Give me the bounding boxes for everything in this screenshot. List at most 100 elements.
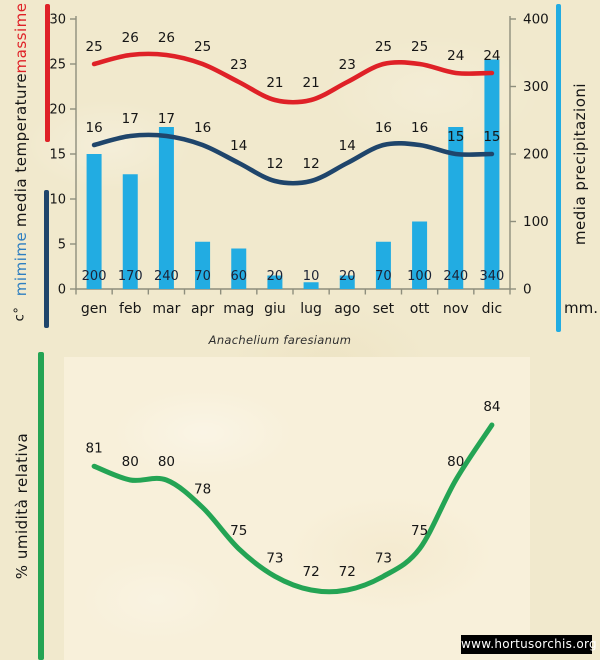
precipitation-color-key-line — [556, 4, 561, 332]
massime-color-key-line — [45, 4, 50, 142]
precipitation-bar — [231, 248, 247, 289]
month-label: feb — [119, 301, 142, 317]
precipitation-value-label: 170 — [118, 269, 143, 284]
mimime-value-label: 16 — [85, 120, 102, 136]
humidity-value-label: 80 — [447, 454, 464, 470]
month-labels: gen feb mar apr mag giu lug ago set ott nov dic — [81, 301, 502, 317]
precipitation-value-label: 70 — [194, 269, 211, 284]
precipitation-bar — [412, 221, 428, 289]
mimime-value-label: 15 — [483, 129, 500, 145]
humidity-value-label: 81 — [85, 440, 102, 456]
precipitation-value-label: 240 — [154, 269, 179, 284]
month-label: mag — [223, 301, 254, 317]
precipitation-bar — [375, 241, 391, 289]
left-axis-ticks: 0 5 10 15 20 25 30 — [49, 13, 76, 298]
precipitation-value-label: 20 — [267, 269, 284, 284]
humidity-value-label: 72 — [339, 564, 356, 580]
humidity-value-label: 75 — [230, 523, 247, 539]
mimime-value-label: 14 — [339, 138, 356, 154]
month-label: lug — [300, 301, 322, 317]
left-axis-tick-label: 20 — [49, 103, 66, 118]
right-axis-ticks: 0 100 200 300 400 — [510, 12, 549, 298]
massime-value-label: 25 — [375, 39, 392, 55]
left-axis-tick-label: 10 — [49, 193, 66, 208]
right-axis-tick-label: 200 — [523, 147, 549, 163]
data-labels: 25 26 26 25 23 21 21 23 25 25 24 24 16 17 17 16 14 12 12 14… — [82, 30, 505, 284]
mimime-value-label: 14 — [230, 138, 247, 154]
humidity-value-label: 78 — [194, 482, 211, 498]
massime-value-label: 24 — [483, 48, 500, 64]
massime-value-label: 25 — [85, 39, 102, 55]
left-axis-tick-label: 30 — [49, 13, 66, 28]
humidity-value-label: 73 — [375, 550, 392, 566]
precipitation-bar — [484, 59, 500, 289]
precipitation-value-label: 70 — [375, 269, 392, 284]
left-axis-tick-label: 15 — [49, 148, 66, 163]
massime-value-label: 26 — [122, 30, 139, 46]
mimime-value-label: 16 — [375, 120, 392, 136]
humidity-value-label: 75 — [411, 523, 428, 539]
precipitation-value-label: 240 — [443, 269, 468, 284]
massime-value-label: 23 — [230, 57, 247, 73]
massime-value-label: 25 — [194, 39, 211, 55]
massime-value-label: 21 — [266, 75, 283, 91]
precipitation-bar — [267, 275, 283, 289]
humidity-value-label: 73 — [266, 550, 283, 566]
left-axis-tick-label: 5 — [58, 238, 66, 253]
watermark: www.hortusorchis.org — [461, 635, 597, 654]
precipitation-bar — [86, 154, 102, 289]
mimime-value-label: 17 — [158, 111, 175, 127]
x-axis-ticks — [75, 289, 511, 295]
humidity-value-label: 80 — [122, 454, 139, 470]
precipitation-bars — [86, 59, 500, 289]
precipitation-value-label: 10 — [303, 269, 320, 284]
massime-value-label: 25 — [411, 39, 428, 55]
month-label: gen — [81, 301, 107, 317]
massime-value-label: 26 — [158, 30, 175, 46]
right-axis-tick-label: 300 — [523, 79, 549, 95]
left-axis-tick-label: 25 — [49, 58, 66, 73]
mimime-value-label: 12 — [266, 156, 283, 172]
mimime-color-key-line — [44, 190, 49, 328]
month-label: ott — [410, 301, 430, 317]
month-label: set — [373, 301, 395, 317]
right-axis-unit-mm: mm. — [564, 299, 598, 317]
month-label: dic — [482, 301, 502, 317]
massime-line — [91, 51, 495, 105]
temperature-precipitation-chart-canvas: 0 5 10 15 20 25 300 100 200 300 400 gen feb mar apr mag… — [49, 12, 549, 318]
massime-value-label: 24 — [447, 48, 464, 64]
precipitation-bar — [195, 241, 211, 289]
humidity-axis-line — [38, 352, 44, 660]
precipitation-value-label: 20 — [339, 269, 356, 284]
month-label: apr — [191, 301, 214, 317]
mimime-value-label: 16 — [411, 120, 428, 136]
mimime-value-label: 16 — [194, 120, 211, 136]
precipitation-bar — [303, 282, 319, 289]
precipitation-bar — [158, 127, 174, 289]
humidity-value-label: 84 — [483, 399, 500, 415]
species-title: Anachelium faresianum — [208, 333, 352, 347]
massime-value-label: 23 — [339, 57, 356, 73]
left-axis-tick-label: 0 — [58, 283, 66, 298]
precipitation-bar — [122, 174, 138, 289]
right-axis-tick-label: 400 — [523, 12, 549, 28]
humidity-plot-panel — [64, 357, 530, 660]
precipitation-value-label: 100 — [407, 269, 432, 284]
humidity-data-labels: 81 80 80 78 75 73 72 72 73 75 80 84 — [85, 399, 500, 580]
precipitation-bar — [448, 127, 464, 289]
mimime-value-label: 17 — [122, 111, 139, 127]
humidity-value-label: 72 — [302, 564, 319, 580]
month-label: nov — [443, 301, 469, 317]
mimime-value-label: 12 — [302, 156, 319, 172]
month-label: ago — [334, 301, 360, 317]
humidity-value-label: 80 — [158, 454, 175, 470]
precipitation-value-label: 200 — [82, 269, 107, 284]
right-axis-title-media-precipitazioni: media precipitazioni — [571, 82, 589, 246]
mimime-value-label: 15 — [447, 129, 464, 145]
month-label: giu — [264, 301, 286, 317]
humidity-chart-canvas: 81 80 80 78 75 73 72 72 73 75 80 84 — [85, 399, 501, 595]
precipitation-value-label: 340 — [480, 269, 505, 284]
right-axis-tick-label: 100 — [523, 214, 549, 230]
precipitation-bar — [339, 275, 355, 289]
